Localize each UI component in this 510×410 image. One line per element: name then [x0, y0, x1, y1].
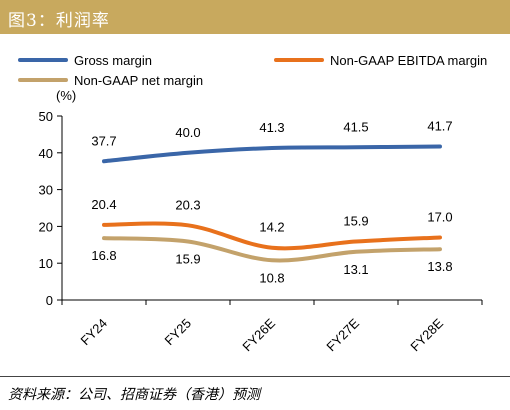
data-label-s3-2: 15.9	[175, 251, 200, 266]
figure-title-bar: 图3：利润率	[0, 0, 510, 34]
y-tick-label: 20	[39, 219, 53, 234]
data-label-s2-2: 20.3	[175, 197, 200, 212]
y-tick-label: 30	[39, 183, 53, 198]
y-tick-label: 40	[39, 146, 53, 161]
data-label-s3-1: 16.8	[91, 248, 116, 263]
data-labels-layer: 37.7 40.0 41.3 41.5 41.7 20.4 20.3 14.2 15.9 17.0…	[91, 119, 452, 286]
series-line-3	[102, 236, 442, 263]
data-label-s1-2: 40.0	[175, 125, 200, 140]
x-tick-label: FY26E	[239, 315, 278, 354]
x-tick-label: FY25	[162, 316, 195, 349]
legend-label-3: Non-GAAP net margin	[74, 73, 203, 88]
data-label-s1-4: 41.5	[343, 119, 368, 134]
data-label-s1-5: 41.7	[427, 119, 452, 134]
series-line-1	[102, 144, 442, 164]
data-label-s2-3: 14.2	[259, 220, 284, 235]
x-tick-label: FY27E	[323, 315, 362, 354]
data-label-s3-4: 13.1	[343, 262, 368, 277]
y-axis-label: (%)	[56, 88, 76, 103]
y-tick-label: 10	[39, 256, 53, 271]
footer-divider	[0, 376, 510, 377]
figure-title: 图3：利润率	[8, 11, 110, 31]
chart-legend: Gross margin Non-GAAP EBITDA margin Non-GA…	[18, 53, 487, 88]
source-note: 资料来源：公司、招商证券（香港）预测	[8, 387, 260, 403]
data-label-s2-1: 20.4	[91, 197, 116, 212]
legend-label-1: Gross margin	[74, 53, 152, 68]
legend-label-2: Non-GAAP EBITDA margin	[330, 53, 487, 68]
margin-line-chart: Gross margin Non-GAAP EBITDA margin Non-GA…	[18, 53, 487, 354]
data-label-s2-5: 17.0	[427, 209, 452, 224]
series-layer	[102, 144, 442, 263]
data-label-s2-4: 15.9	[343, 213, 368, 228]
series-line-2	[102, 221, 442, 251]
data-label-s1-3: 41.3	[259, 120, 284, 135]
y-tick-label: 0	[46, 293, 53, 308]
x-tick-label: FY28E	[407, 315, 446, 354]
data-label-s3-3: 10.8	[259, 270, 284, 285]
x-tick-label: FY24	[78, 316, 111, 349]
data-label-s1-1: 37.7	[91, 133, 116, 148]
data-label-s3-5: 13.8	[427, 259, 452, 274]
y-tick-label: 50	[39, 109, 53, 124]
